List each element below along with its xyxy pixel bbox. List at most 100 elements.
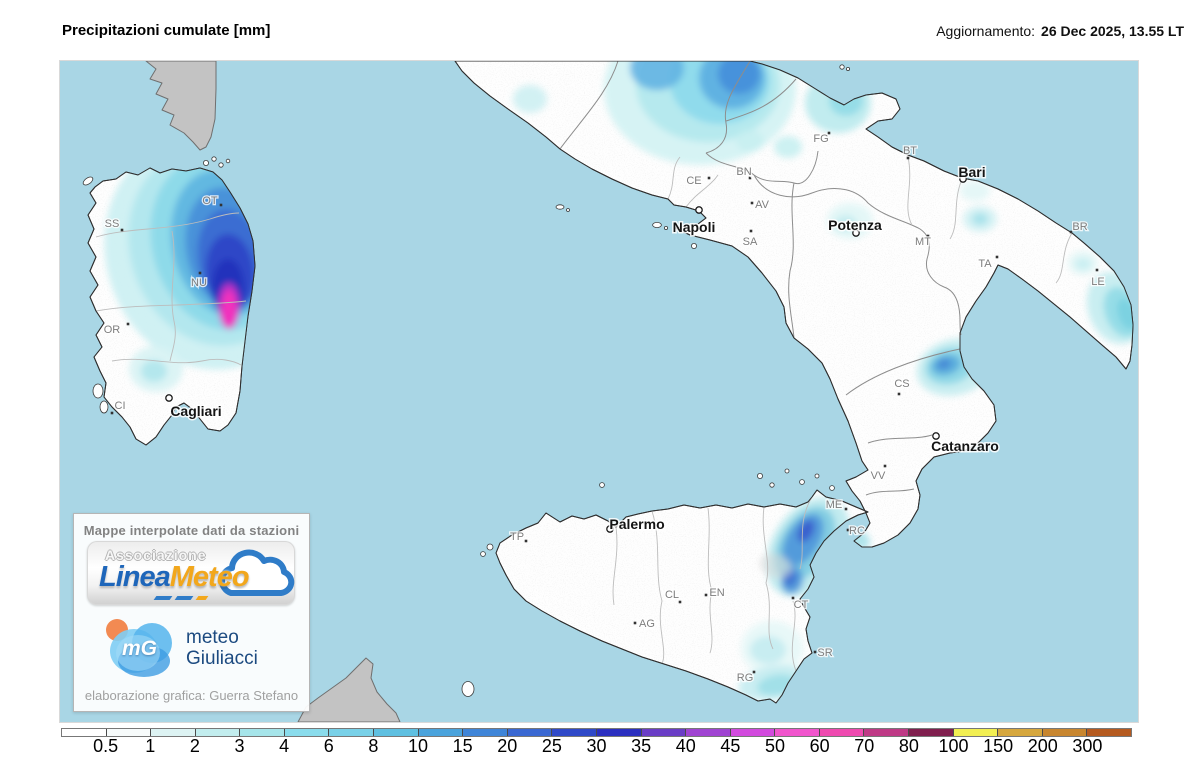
province-label: RG	[737, 672, 754, 684]
province-marker	[883, 464, 887, 468]
colorbar-tick-label: 25	[541, 736, 562, 756]
colorbar-tick-label: 60	[809, 736, 830, 756]
lineameteo-association-text: Associazione	[105, 547, 207, 563]
province-label: TA	[978, 258, 992, 270]
province-marker	[897, 392, 901, 396]
city-label: Cagliari	[170, 403, 221, 419]
colorbar-tick-label: 3	[234, 736, 245, 756]
colorbar-labels: 0.5 1 2 3 4 6 8 10 15 20 25 30 35 40 45 50 60 70 80 100 150 2…	[61, 736, 1132, 760]
province-marker	[524, 539, 528, 543]
province-marker	[1095, 268, 1099, 272]
province-label: SA	[743, 236, 758, 248]
colorbar-tick-label: 50	[764, 736, 786, 756]
colorbar-segment	[463, 729, 508, 736]
precip-blob	[750, 636, 786, 664]
province-label: LE	[1091, 276, 1104, 288]
colorbar-tick-label: 70	[854, 736, 875, 756]
province-marker	[126, 322, 130, 326]
meteogiuliacci-cloud-icon: mG	[102, 613, 176, 683]
province-marker	[906, 156, 910, 160]
colorbar-segment	[686, 729, 731, 736]
precip-blob	[630, 61, 684, 90]
province-label: CL	[665, 589, 679, 601]
colorbar-segment	[329, 729, 375, 736]
lineameteo-wordmark: LineaMeteo	[99, 561, 250, 593]
city-label: Bari	[958, 164, 985, 180]
update-label: Aggiornamento:	[936, 23, 1036, 39]
small-islands	[82, 64, 851, 697]
colorbar-tick-label: 0.5	[93, 736, 119, 756]
precip-blob	[937, 358, 951, 370]
province-marker	[752, 670, 756, 674]
meteogiuliacci-initials: mG	[122, 637, 158, 660]
page-title: Precipitazioni cumulate [mm]	[62, 22, 271, 39]
province-label: CS	[894, 378, 909, 390]
city-marker	[852, 229, 860, 237]
city-label: Napoli	[673, 219, 716, 235]
province-marker	[110, 411, 114, 415]
colorbar-segment	[864, 729, 909, 736]
update-value: 26 Dec 2025, 13.55 LT	[1041, 23, 1184, 39]
province-marker	[749, 229, 753, 233]
colorbar-tick-label: 6	[323, 736, 334, 756]
precip-blob	[141, 360, 167, 382]
province-label: MT	[915, 236, 931, 248]
colorbar-tick-label: 200	[1027, 736, 1058, 756]
province-label: NU	[191, 277, 207, 289]
province-label: AG	[639, 618, 655, 630]
province-label: VV	[871, 470, 886, 482]
province-label: EN	[709, 587, 724, 599]
colorbar-segment	[284, 729, 330, 736]
province-label: BR	[1072, 221, 1087, 233]
colorbar-segment	[374, 729, 419, 736]
colorbar-segment	[62, 729, 107, 736]
province-label: ME	[826, 499, 843, 511]
province-marker	[198, 271, 202, 275]
colorbar-tick-label: 80	[898, 736, 919, 756]
meteogiuliacci-logo: mG meteo Giuliacci	[102, 612, 292, 684]
precip-blob	[718, 61, 760, 94]
colorbar-tick-label: 100	[938, 736, 969, 756]
colorbar-segment	[641, 729, 687, 736]
lineameteo-logo: Associazione LineaMeteo	[87, 541, 295, 605]
city-marker	[932, 432, 940, 440]
precip-blob	[774, 136, 802, 158]
province-label: BN	[736, 166, 751, 178]
colorbar-segment	[998, 729, 1043, 736]
province-marker	[633, 621, 637, 625]
precip-blob	[960, 181, 990, 201]
city-marker	[959, 175, 967, 183]
colorbar-segment	[775, 729, 820, 736]
province-label: CT	[794, 599, 809, 611]
province-marker	[704, 593, 708, 597]
colorbar-segment	[552, 729, 597, 736]
colorbar-segment	[151, 729, 196, 736]
province-marker	[791, 596, 795, 600]
precip-blob	[736, 130, 764, 152]
precip-layer-sardinia	[104, 168, 255, 392]
province-marker	[844, 507, 848, 511]
update-timestamp: Aggiornamento: 26 Dec 2025, 13.55 LT	[936, 23, 1184, 39]
colorbar-segment	[908, 729, 954, 736]
province-marker	[707, 176, 711, 180]
colorbar-tick-label: 300	[1072, 736, 1103, 756]
colorbar-segment	[106, 729, 152, 736]
province-label: RC	[849, 525, 865, 537]
city-label: Palermo	[609, 516, 664, 532]
province-marker	[827, 131, 831, 135]
lineameteo-dashes	[153, 596, 209, 600]
credits-text: elaborazione grafica: Guerra Stefano	[84, 688, 299, 703]
city-marker	[165, 394, 173, 402]
colorbar-segment	[953, 729, 999, 736]
province-label: CI	[115, 400, 126, 412]
colorbar-segment	[240, 729, 285, 736]
province-marker	[846, 528, 850, 532]
precipitation-colorbar	[61, 728, 1132, 737]
city-marker	[606, 525, 614, 533]
precip-blob	[1075, 258, 1091, 270]
admin-borders	[95, 61, 1073, 672]
colorbar-tick-label: 150	[983, 736, 1014, 756]
colorbar-tick-label: 20	[497, 736, 518, 756]
map-labels: SS OT NU OR CI CE BN AV SA FG BT MT TA BR LE CS VV ME RC TP…	[103, 131, 1106, 685]
colorbar-segment	[730, 729, 776, 736]
